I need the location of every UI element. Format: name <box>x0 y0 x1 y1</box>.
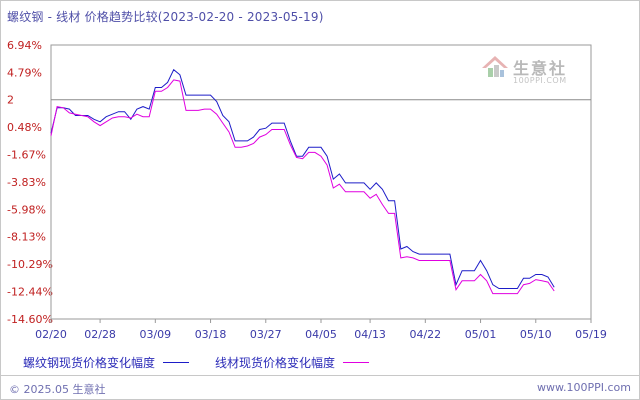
x-tick-label: 02/20 <box>35 328 67 341</box>
x-axis-ticks <box>50 319 592 323</box>
legend-label-rebar: 螺纹钢现货价格变化幅度 <box>23 356 156 370</box>
y-tick-label: -1.67% <box>7 149 46 162</box>
y-tick-label: -10.29% <box>7 258 53 271</box>
y-tick-label: 6.94% <box>7 39 42 52</box>
x-tick-label: 05/19 <box>575 328 607 341</box>
x-axis-labels: 02/20 02/28 03/09 03/18 03/27 04/05 04/13 04/22… <box>35 328 607 341</box>
x-tick-label: 05/01 <box>465 328 497 341</box>
footer: © 2025.05 生意社 www.100PPI.com <box>1 376 639 399</box>
footer-site-link[interactable]: www.100PPI.com <box>537 381 631 394</box>
x-tick-label: 03/09 <box>139 328 171 341</box>
y-tick-label: -8.13% <box>7 231 46 244</box>
x-tick-label: 02/28 <box>84 328 116 341</box>
y-tick-label: -5.98% <box>7 203 46 216</box>
watermark-name: 生意社 <box>513 59 568 78</box>
watermark: 生意社 100PPI.COM <box>479 53 589 93</box>
y-tick-label: -3.83% <box>7 176 46 189</box>
legend-item-rebar: 螺纹钢现货价格变化幅度 <box>23 354 190 371</box>
y-tick-label: 4.79% <box>7 66 42 79</box>
chart-title: 螺纹钢 - 线材 价格趋势比较(2023-02-20 - 2023-05-19) <box>7 10 324 24</box>
y-axis-labels: 6.94% 4.79% 2 0.48% -1.67% -3.83% -5.98% -8.13%… <box>7 39 53 326</box>
footer-copyright: © 2025.05 生意社 <box>9 383 106 396</box>
y-tick-label: 2 <box>7 94 14 107</box>
chart-legend: 螺纹钢现货价格变化幅度 线材现货价格变化幅度 <box>23 354 395 371</box>
watermark-logo-icon <box>482 56 508 77</box>
x-tick-label: 04/22 <box>409 328 441 341</box>
y-tick-label: -12.44% <box>7 286 53 299</box>
legend-item-wire-rod: 线材现货价格变化幅度 <box>215 354 370 371</box>
legend-label-wire-rod: 线材现货价格变化幅度 <box>215 356 336 370</box>
footer-divider <box>1 375 639 376</box>
series-line-rebar <box>50 68 555 289</box>
legend-swatch-rebar <box>163 362 190 363</box>
series-line-wire-rod <box>50 79 555 295</box>
x-tick-label: 04/13 <box>354 328 386 341</box>
x-tick-label: 05/10 <box>520 328 552 341</box>
watermark-url: 100PPI.COM <box>513 76 567 85</box>
legend-swatch-wire-rod <box>343 362 370 363</box>
x-tick-label: 04/05 <box>305 328 337 341</box>
y-tick-label: -14.60% <box>7 313 53 326</box>
y-tick-label: 0.48% <box>7 121 42 134</box>
x-tick-label: 03/18 <box>195 328 227 341</box>
series-lines <box>50 68 555 295</box>
x-tick-label: 03/27 <box>250 328 282 341</box>
